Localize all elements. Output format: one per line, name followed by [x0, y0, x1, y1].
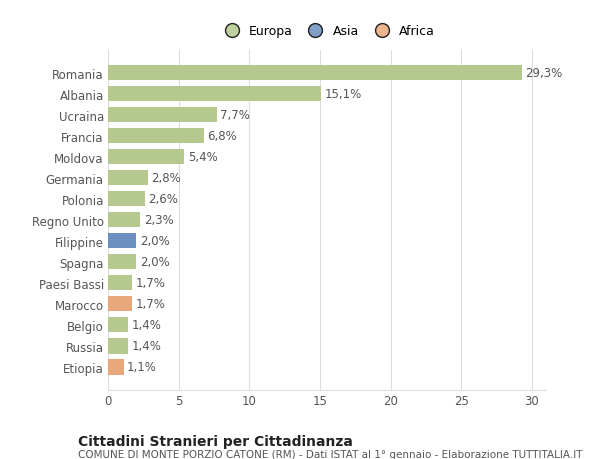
Text: 2,0%: 2,0% [140, 235, 170, 248]
Bar [108, 192, 145, 207]
Text: 1,4%: 1,4% [131, 319, 161, 332]
Text: 2,3%: 2,3% [144, 214, 174, 227]
Text: 5,4%: 5,4% [188, 151, 218, 164]
Text: 1,7%: 1,7% [136, 277, 166, 290]
Text: 15,1%: 15,1% [325, 88, 362, 101]
Bar [108, 339, 128, 354]
Bar [108, 171, 148, 186]
Text: 2,0%: 2,0% [140, 256, 170, 269]
Bar [108, 359, 124, 375]
Bar [108, 318, 128, 333]
Text: 6,8%: 6,8% [208, 130, 238, 143]
Text: 1,1%: 1,1% [127, 361, 157, 374]
Bar [108, 213, 140, 228]
Bar [108, 276, 132, 291]
Bar [108, 150, 184, 165]
Bar [108, 234, 136, 249]
Bar [108, 87, 322, 102]
Bar [108, 108, 217, 123]
Bar [108, 255, 136, 270]
Bar [108, 297, 132, 312]
Text: 2,6%: 2,6% [148, 193, 178, 206]
Bar [108, 129, 204, 144]
Text: Cittadini Stranieri per Cittadinanza: Cittadini Stranieri per Cittadinanza [78, 434, 353, 448]
Text: COMUNE DI MONTE PORZIO CATONE (RM) - Dati ISTAT al 1° gennaio - Elaborazione TUT: COMUNE DI MONTE PORZIO CATONE (RM) - Dat… [78, 449, 583, 459]
Bar [108, 66, 522, 81]
Text: 1,4%: 1,4% [131, 340, 161, 353]
Text: 2,8%: 2,8% [151, 172, 181, 185]
Text: 29,3%: 29,3% [526, 67, 563, 80]
Text: 1,7%: 1,7% [136, 298, 166, 311]
Text: 7,7%: 7,7% [220, 109, 250, 122]
Legend: Europa, Asia, Africa: Europa, Asia, Africa [217, 23, 437, 41]
